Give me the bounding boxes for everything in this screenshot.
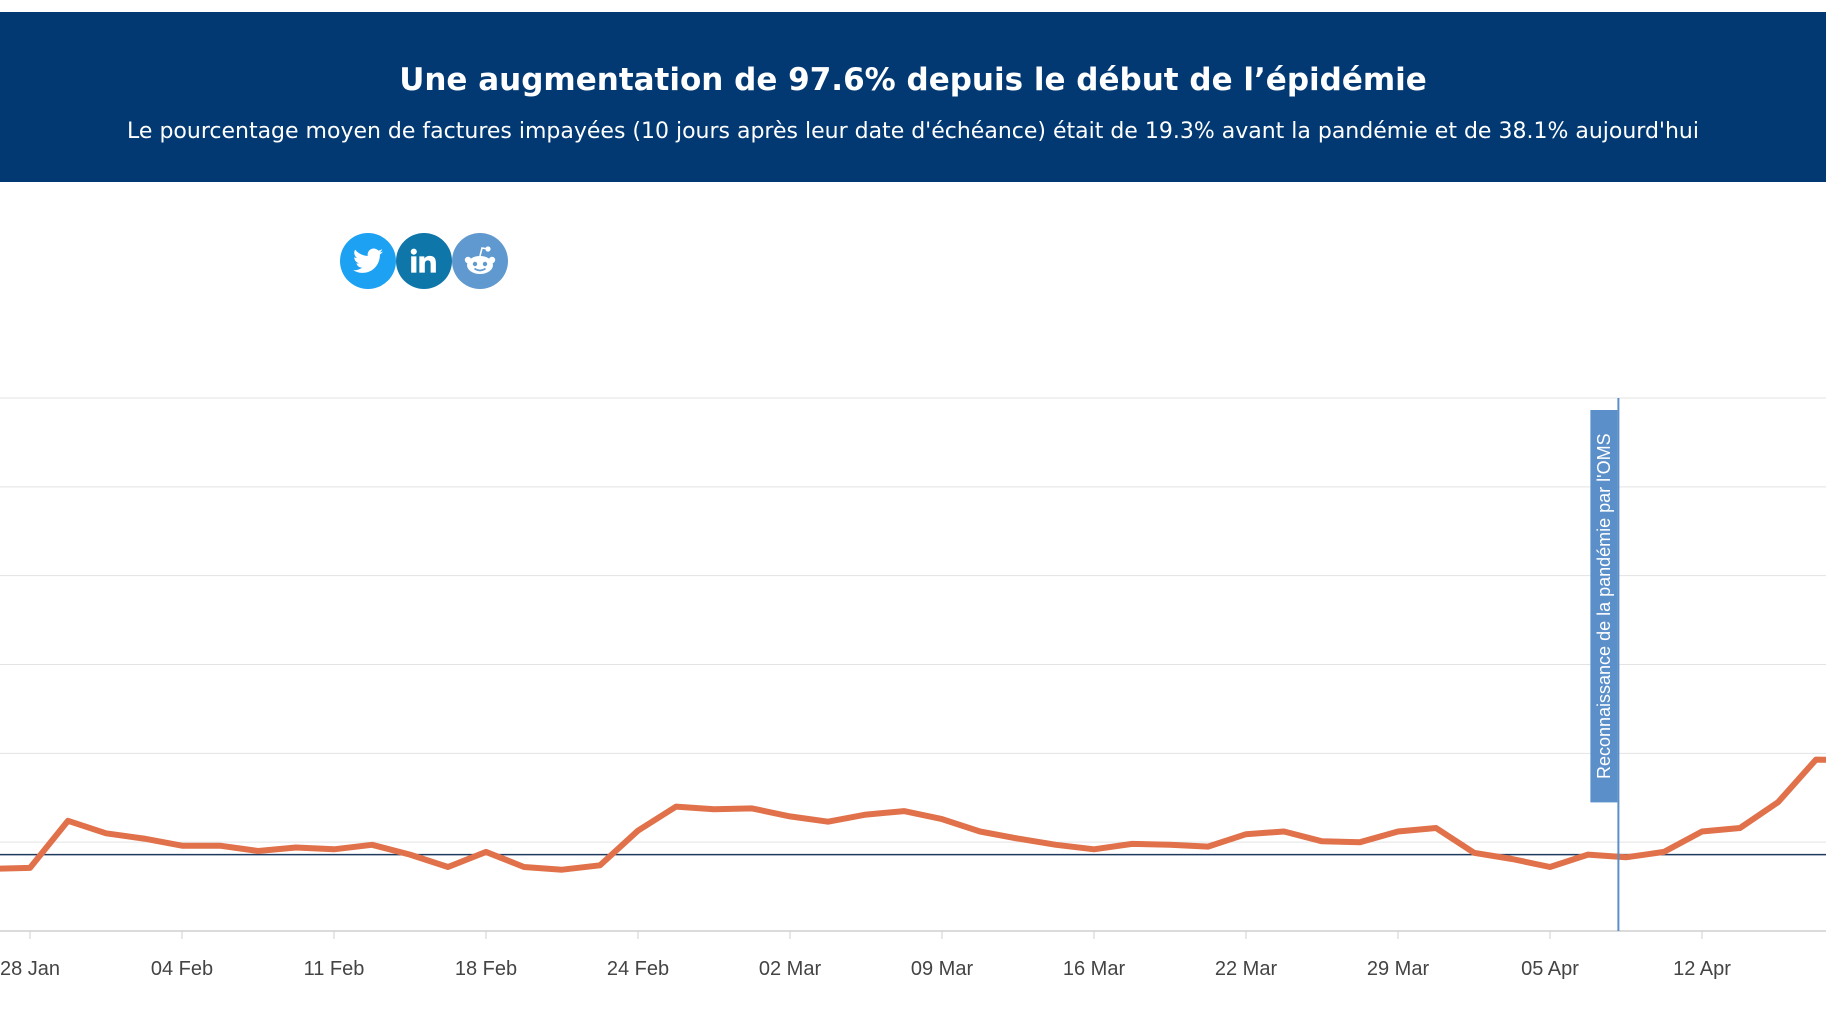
x-axis: 28 Jan 04 Feb 11 Feb 18 Feb 24 Feb 02 Mar 09 M…	[0, 931, 1731, 980]
series-group	[0, 756, 1826, 873]
annotation-badge	[1590, 410, 1618, 803]
x-tick-label: 22 Mar	[1215, 958, 1278, 980]
annotations: Reconnaissance de la pandémie par l'OMSC…	[1590, 398, 1620, 931]
chart-title: Une augmentation de 97.6% depuis le débu…	[399, 62, 1427, 98]
x-tick-label: 05 Apr	[1521, 958, 1579, 980]
reddit-share-button[interactable]	[452, 233, 508, 289]
linkedin-icon	[410, 248, 436, 273]
x-tick-label: 09 Mar	[911, 958, 974, 980]
twitter-icon	[353, 248, 383, 273]
reddit-icon	[464, 246, 496, 274]
x-tick-label: 24 Feb	[607, 958, 669, 980]
twitter-share-button[interactable]	[340, 233, 396, 289]
x-tick-label: 04 Feb	[151, 958, 213, 980]
annotation-label: Reconnaissance de la pandémie par l'OMS	[1594, 433, 1614, 779]
x-tick-label: 18 Feb	[455, 958, 517, 980]
header-banner: Une augmentation de 97.6% depuis le débu…	[0, 12, 1826, 182]
x-tick-label: 28 Jan	[0, 958, 60, 980]
series-line	[0, 756, 1826, 873]
x-tick-label: 02 Mar	[759, 958, 822, 980]
chart-subtitle: Le pourcentage moyen de factures impayée…	[127, 119, 1699, 144]
x-tick-label: 16 Mar	[1063, 958, 1126, 980]
x-tick-label: 29 Mar	[1367, 958, 1430, 980]
x-tick-label: 11 Feb	[304, 958, 365, 980]
linkedin-share-button[interactable]	[396, 233, 452, 289]
x-tick-label: 12 Apr	[1673, 958, 1731, 980]
gridlines	[0, 397, 1826, 932]
